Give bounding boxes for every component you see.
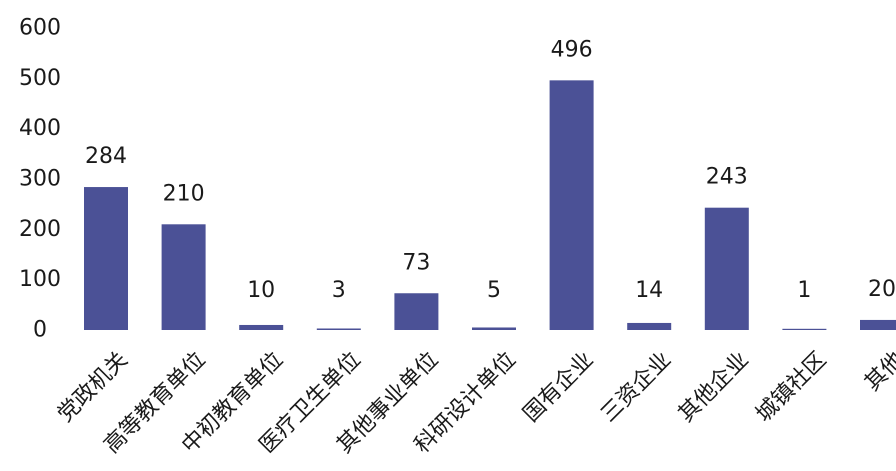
data-label: 284 [85,144,127,169]
y-tick-label: 100 [19,267,61,292]
data-label: 210 [163,181,205,206]
bar [472,327,516,330]
bar [782,328,827,330]
bar [84,187,128,330]
bar [394,293,439,330]
data-label: 243 [706,165,748,190]
bar [627,322,672,330]
y-tick-label: 0 [33,318,47,343]
category-label: 其他 [860,347,896,396]
category-label: 国有企业 [519,347,599,427]
category-label: 城镇社区 [751,347,831,427]
data-label: 496 [551,37,593,62]
bar [316,328,361,330]
data-label: 20 [868,277,896,302]
bar [860,319,896,330]
y-tick-label: 300 [19,167,61,192]
data-label: 1 [797,278,811,303]
y-axis-ticks: 0 100 200 300 400 500 600 [19,16,61,343]
y-tick-label: 500 [19,66,61,91]
data-label: 14 [635,278,663,303]
bar [161,224,206,330]
data-label: 73 [402,250,430,275]
bar [239,324,284,330]
y-tick-label: 200 [19,217,61,242]
data-labels: 284 210 10 3 73 5 496 14 243 1 20 [85,37,896,303]
data-label: 3 [332,278,346,303]
category-labels: 党政机关高等教育单位中初教育单位医疗卫生单位其他事业单位科研设计单位国有企业三资… [53,347,896,458]
data-label: 5 [487,278,501,303]
category-label: 其他企业 [674,347,754,427]
bar [704,207,749,330]
category-label: 党政机关 [53,347,133,427]
bar [549,80,594,330]
category-label: 三资企业 [596,347,676,427]
data-label: 10 [247,278,275,303]
y-tick-label: 600 [19,16,61,41]
y-tick-label: 400 [19,116,61,141]
bars [84,80,896,330]
